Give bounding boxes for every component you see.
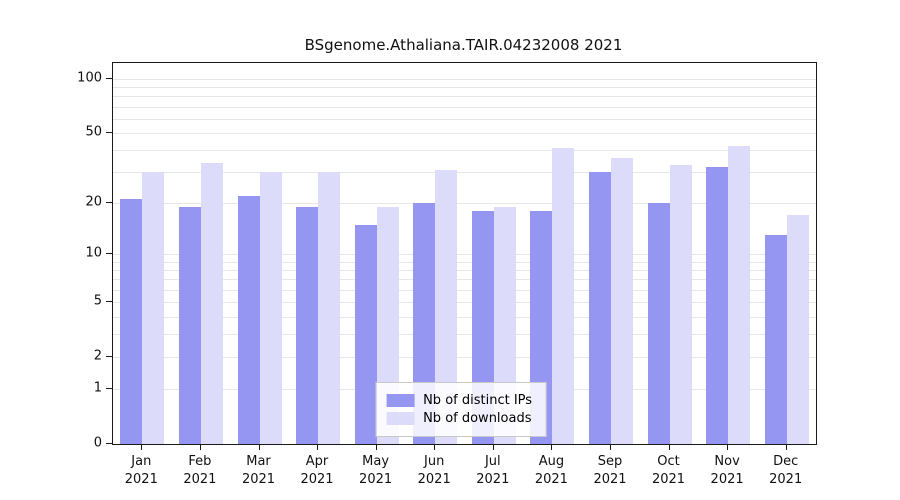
x-axis-label: Sep 2021: [593, 454, 627, 487]
bar-distinct-ips: [120, 199, 143, 444]
x-axis-label: Aug 2021: [534, 454, 568, 487]
x-axis-label: Jun 2021: [417, 454, 451, 487]
gridline: [113, 302, 816, 304]
x-axis-tick: [199, 444, 201, 450]
chart-title: BSgenome.Athaliana.TAIR.04232008 2021: [304, 36, 623, 54]
x-axis-tick: [668, 444, 670, 450]
y-axis-label: 10: [85, 245, 102, 261]
bar-distinct-ips: [354, 224, 377, 444]
x-axis-label: Jan 2021: [124, 454, 158, 487]
x-axis-label: Apr 2021: [300, 454, 334, 487]
y-axis-label: 0: [93, 435, 102, 451]
x-axis-tick: [434, 444, 436, 450]
gridline: [113, 316, 816, 318]
bar-downloads: [728, 146, 751, 444]
y-axis-tick: [106, 77, 112, 79]
bar-downloads: [259, 172, 282, 444]
y-axis-tick: [106, 356, 112, 357]
x-axis-tick: [317, 444, 318, 450]
legend-label-downloads: Nb of downloads: [423, 411, 532, 426]
bar-distinct-ips: [589, 172, 611, 444]
x-axis-tick: [785, 444, 787, 450]
legend-entry-distinct-ips: Nb of distinct IPs: [386, 393, 532, 408]
gridline: [113, 172, 816, 174]
x-axis-tick: [551, 444, 553, 450]
bar-downloads: [552, 148, 575, 444]
legend-swatch-downloads: [386, 412, 415, 425]
bar-distinct-ips: [178, 206, 201, 444]
bar-downloads: [435, 169, 458, 444]
legend-entry-downloads: Nb of downloads: [386, 411, 532, 426]
gridline: [113, 334, 816, 336]
gridline: [113, 132, 816, 134]
y-axis-tick: [106, 443, 112, 444]
bar-downloads: [318, 172, 340, 444]
plot-area: Nb of distinct IPs Nb of downloads: [112, 62, 817, 445]
x-axis-label: Mar 2021: [241, 454, 276, 487]
bar-downloads: [669, 164, 692, 444]
x-axis-tick: [375, 444, 377, 450]
bar-distinct-ips: [706, 167, 729, 444]
x-axis-tick: [492, 444, 494, 450]
x-axis-tick: [258, 444, 260, 450]
gridline: [113, 289, 816, 291]
legend-swatch-distinct-ips: [386, 394, 415, 407]
bar-distinct-ips: [647, 203, 670, 444]
y-axis-label: 1: [93, 380, 102, 396]
gridline: [113, 106, 816, 108]
x-axis-label: Jul 2021: [476, 454, 510, 487]
y-axis-tick: [106, 253, 112, 255]
y-axis-tick: [106, 131, 112, 133]
bar-downloads: [200, 162, 223, 444]
x-axis-label: Nov 2021: [710, 454, 744, 487]
bar-downloads: [611, 158, 633, 444]
gridline: [113, 78, 816, 80]
gridline: [113, 357, 816, 358]
y-axis-label: 2: [93, 348, 102, 364]
y-axis-tick: [106, 388, 112, 390]
x-axis-label: Oct 2021: [651, 454, 686, 487]
bar-distinct-ips: [764, 235, 787, 444]
bar-distinct-ips: [237, 195, 260, 444]
x-axis-label: May 2021: [359, 454, 393, 487]
y-axis-label: 5: [93, 293, 102, 309]
x-axis-tick: [610, 444, 611, 450]
y-axis-label: 100: [77, 70, 102, 86]
gridline: [113, 279, 816, 281]
gridline: [113, 118, 816, 120]
bar-downloads: [142, 172, 165, 444]
gridline: [113, 254, 816, 256]
bar-downloads: [786, 215, 809, 444]
y-axis-tick: [106, 202, 112, 203]
gridline: [113, 86, 816, 88]
x-axis-tick: [727, 444, 729, 450]
y-axis-label: 20: [85, 194, 102, 210]
y-axis-label: 50: [85, 124, 102, 140]
gridline: [113, 203, 816, 204]
legend: Nb of distinct IPs Nb of downloads: [375, 382, 548, 437]
x-axis-tick: [141, 444, 143, 450]
gridline: [113, 270, 816, 271]
gridline: [113, 150, 816, 151]
x-axis-label: Dec 2021: [769, 454, 803, 487]
legend-label-distinct-ips: Nb of distinct IPs: [423, 393, 533, 408]
y-axis-tick: [106, 301, 112, 303]
gridline: [113, 96, 816, 98]
gridline: [113, 261, 816, 263]
bar-distinct-ips: [296, 206, 318, 444]
x-axis-label: Feb 2021: [183, 454, 217, 487]
